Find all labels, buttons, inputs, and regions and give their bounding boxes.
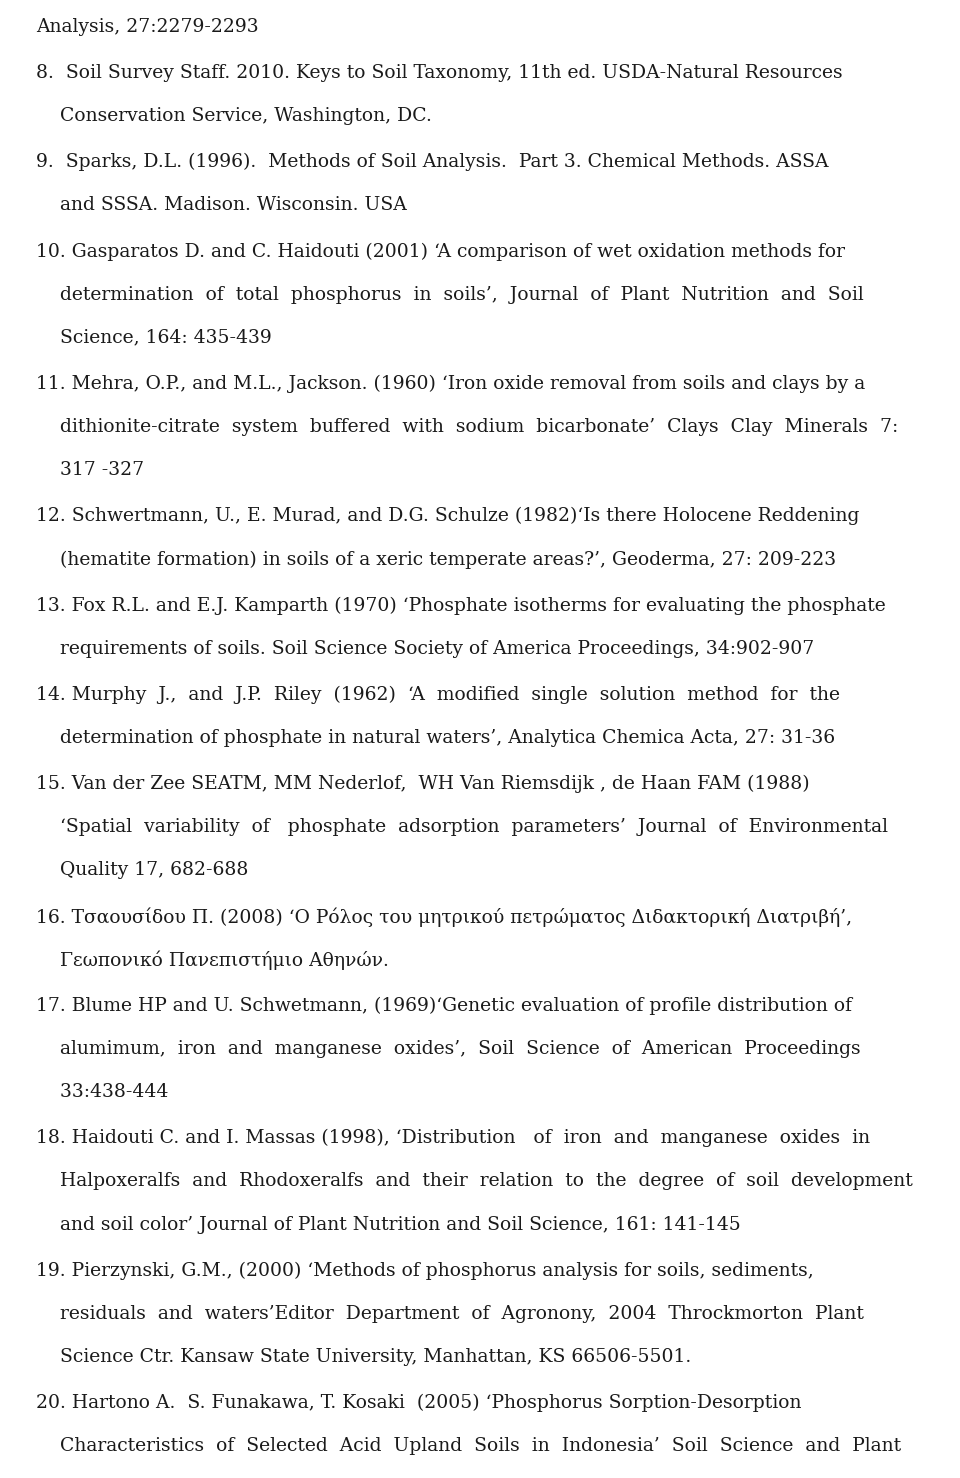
Text: 13. Fox R.L. and E.J. Kamparth (1970) ‘Phosphate isotherms for evaluating the ph: 13. Fox R.L. and E.J. Kamparth (1970) ‘P… bbox=[36, 597, 886, 615]
Text: 12. Schwertmann, U., E. Murad, and D.G. Schulze (1982)‘Is there Holocene Reddeni: 12. Schwertmann, U., E. Murad, and D.G. … bbox=[36, 507, 860, 526]
Text: 20. Hartono A.  S. Funakawa, T. Kosaki  (2005) ‘Phosphorus Sorption-Desorption: 20. Hartono A. S. Funakawa, T. Kosaki (2… bbox=[36, 1394, 802, 1413]
Text: 18. Haidouti C. and I. Massas (1998), ‘Distribution   of  iron  and  manganese  : 18. Haidouti C. and I. Massas (1998), ‘D… bbox=[36, 1129, 871, 1147]
Text: Science Ctr. Kansaw State University, Manhattan, KS 66506-5501.: Science Ctr. Kansaw State University, Ma… bbox=[36, 1348, 692, 1366]
Text: 11. Mehra, O.P., and M.L., Jackson. (1960) ‘Iron oxide removal from soils and cl: 11. Mehra, O.P., and M.L., Jackson. (196… bbox=[36, 375, 866, 393]
Text: Analysis, 27:2279-2293: Analysis, 27:2279-2293 bbox=[36, 18, 259, 35]
Text: 19. Pierzynski, G.M., (2000) ‘Methods of phosphorus analysis for soils, sediment: 19. Pierzynski, G.M., (2000) ‘Methods of… bbox=[36, 1262, 814, 1280]
Text: 8.  Soil Survey Staff. 2010. Keys to Soil Taxonomy, 11th ed. USDA-Natural Resour: 8. Soil Survey Staff. 2010. Keys to Soil… bbox=[36, 64, 843, 81]
Text: Halpoxeralfs  and  Rhodoxeralfs  and  their  relation  to  the  degree  of  soil: Halpoxeralfs and Rhodoxeralfs and their … bbox=[36, 1172, 913, 1190]
Text: 317 -327: 317 -327 bbox=[36, 461, 145, 479]
Text: determination of phosphate in natural waters’, Analytica Chemica Acta, 27: 31-36: determination of phosphate in natural wa… bbox=[36, 729, 835, 746]
Text: Quality 17, 682-688: Quality 17, 682-688 bbox=[36, 862, 249, 879]
Text: ‘Spatial  variability  of   phosphate  adsorption  parameters’  Journal  of  Env: ‘Spatial variability of phosphate adsorp… bbox=[36, 819, 889, 837]
Text: Characteristics  of  Selected  Acid  Upland  Soils  in  Indonesia’  Soil  Scienc: Characteristics of Selected Acid Upland … bbox=[36, 1437, 901, 1456]
Text: requirements of soils. Soil Science Society of America Proceedings, 34:902-907: requirements of soils. Soil Science Soci… bbox=[36, 640, 815, 658]
Text: determination  of  total  phosphorus  in  soils’,  Journal  of  Plant  Nutrition: determination of total phosphorus in soi… bbox=[36, 285, 864, 303]
Text: Γεωπονικό Πανεπιστήμιο Αθηνών.: Γεωπονικό Πανεπιστήμιο Αθηνών. bbox=[36, 950, 390, 970]
Text: Science, 164: 435-439: Science, 164: 435-439 bbox=[36, 328, 273, 347]
Text: 16. Τσαουσίδου Π. (2008) ‘Ο Ρόλος του μητρικού πετρώματος Διδακτορική Διατριβή’,: 16. Τσαουσίδου Π. (2008) ‘Ο Ρόλος του μη… bbox=[36, 907, 852, 927]
Text: (hematite formation) in soils of a xeric temperate areas?’, Geoderma, 27: 209-22: (hematite formation) in soils of a xeric… bbox=[36, 550, 836, 569]
Text: residuals  and  waters’Editor  Department  of  Agronony,  2004  Throckmorton  Pl: residuals and waters’Editor Department o… bbox=[36, 1305, 864, 1323]
Text: Conservation Service, Washington, DC.: Conservation Service, Washington, DC. bbox=[36, 106, 432, 126]
Text: 14. Murphy  J.,  and  J.P.  Riley  (1962)  ‘A  modified  single  solution  metho: 14. Murphy J., and J.P. Riley (1962) ‘A … bbox=[36, 686, 841, 704]
Text: dithionite-citrate  system  buffered  with  sodium  bicarbonate’  Clays  Clay  M: dithionite-citrate system buffered with … bbox=[36, 418, 899, 436]
Text: alumimum,  iron  and  manganese  oxides’,  Soil  Science  of  American  Proceedi: alumimum, iron and manganese oxides’, So… bbox=[36, 1041, 861, 1058]
Text: 17. Blume HP and U. Schwetmann, (1969)‘Genetic evaluation of profile distributio: 17. Blume HP and U. Schwetmann, (1969)‘G… bbox=[36, 996, 852, 1015]
Text: 15. Van der Zee SEATM, MM Nederlof,  WH Van Riemsdijk , de Haan FAM (1988): 15. Van der Zee SEATM, MM Nederlof, WH V… bbox=[36, 774, 810, 794]
Text: 9.  Sparks, D.L. (1996).  Methods of Soil Analysis.  Part 3. Chemical Methods. A: 9. Sparks, D.L. (1996). Methods of Soil … bbox=[36, 154, 829, 171]
Text: 33:438-444: 33:438-444 bbox=[36, 1083, 169, 1101]
Text: and soil color’ Journal of Plant Nutrition and Soil Science, 161: 141-145: and soil color’ Journal of Plant Nutriti… bbox=[36, 1215, 741, 1234]
Text: 10. Gasparatos D. and C. Haidouti (2001) ‘A comparison of wet oxidation methods : 10. Gasparatos D. and C. Haidouti (2001)… bbox=[36, 242, 846, 260]
Text: and SSSA. Madison. Wisconsin. USA: and SSSA. Madison. Wisconsin. USA bbox=[36, 197, 407, 214]
